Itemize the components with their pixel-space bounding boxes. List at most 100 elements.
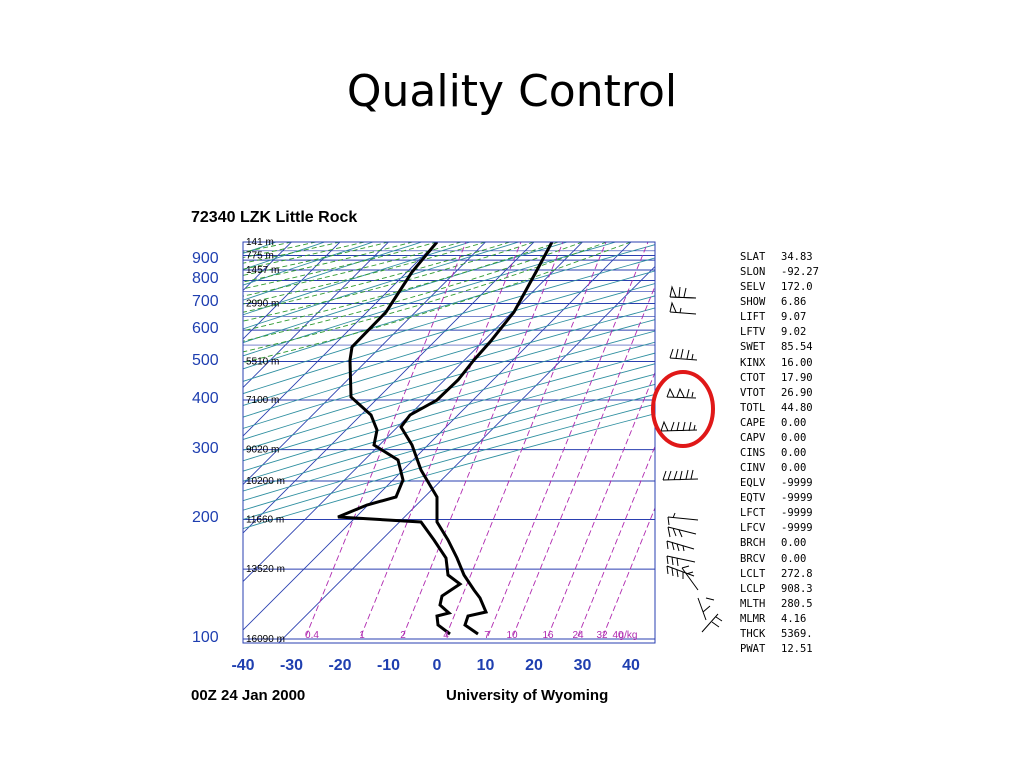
index-row: CAPV 0.00 [740,431,819,446]
dry-adiabat-line [243,270,655,395]
index-key: KINX [740,356,766,369]
index-value: 4.16 [781,612,807,625]
dry-adiabat-lines [243,242,655,530]
mixing-ratio-line [402,242,564,637]
height-label: 11660 m [246,514,284,525]
temperature-label: 20 [525,657,543,674]
index-row: CINS 0.00 [740,446,819,461]
index-value: 85.54 [781,341,813,354]
wind-barb [669,348,698,361]
isotherm-line [243,242,584,583]
dry-adiabat-line [243,242,521,330]
index-value: 0.00 [781,552,807,565]
isotherm-line [243,242,341,340]
mixing-ratio-label: 40 [612,630,624,641]
dry-adiabat-line [243,373,655,492]
index-value: 280.5 [781,597,813,610]
mixing-ratio-line [512,285,655,637]
isotherm-line [0,234,154,648]
index-value: 9.02 [781,326,807,339]
pressure-label: 900 [192,250,219,268]
pressure-label: 400 [192,389,219,407]
dry-adiabat-line [243,413,655,530]
index-key: VTOT [740,386,766,399]
index-row: LFCV -9999 [740,521,819,536]
index-value: 9.07 [781,311,807,324]
sounding-time: 00Z 24 Jan 2000 [191,687,306,704]
wind-barb [667,526,697,538]
wind-barb [660,420,698,432]
index-key: CINV [740,462,766,475]
dry-adiabat-line [243,283,655,406]
index-row: SWET 85.54 [740,340,819,355]
index-key: TOTL [740,401,766,414]
index-value: -9999 [781,507,813,520]
index-row: MLMR 4.16 [740,612,819,627]
index-value: 44.80 [781,401,813,414]
index-row: VTOT 26.90 [740,386,819,401]
index-row: LCLP 908.3 [740,582,819,597]
mixing-ratio-label: 16 [542,630,554,641]
index-value: 0.00 [781,431,807,444]
mixing-ratio-line [577,445,655,637]
sounding-profiles [337,242,554,636]
dry-adiabat-line [243,352,655,472]
index-key: PWAT [740,643,766,656]
index-value: 272.8 [781,567,813,580]
index-key: EQLV [740,477,766,490]
index-value: -92.27 [781,266,819,279]
index-key: LCLP [740,582,766,595]
index-row: BRCV 0.00 [740,552,819,567]
index-key: SELV [740,281,766,294]
index-key: MLTH [740,597,766,610]
dry-adiabat-line [243,363,655,482]
index-row: LFCT -9999 [740,506,819,521]
dry-adiabat-line [243,393,655,511]
index-row: CTOT 17.90 [740,371,819,386]
temperature-label: 40 [622,657,640,674]
dry-adiabat-line [243,330,655,451]
temperature-label: 30 [573,657,592,674]
dry-adiabat-line [243,383,655,502]
slide-title: Quality Control [346,66,678,117]
index-row: LCLT 272.8 [740,567,819,582]
index-row: KINX 16.00 [740,356,819,371]
isotherm-line [243,242,535,534]
plot-frame [242,241,656,644]
index-key: LIFT [740,311,766,324]
index-key: LCLT [740,567,766,580]
temperature-label: -20 [328,657,352,674]
mixing-ratio-label: 32 [596,630,608,641]
isotherm-line [243,242,632,631]
index-value: 908.3 [781,582,813,595]
index-value: -9999 [781,492,813,505]
dry-adiabat-line [243,295,655,418]
height-label: 7100 m [246,395,279,406]
mixing-ratio-label: 10 [506,630,518,641]
index-key: CINS [740,447,766,460]
pressure-label: 600 [192,320,219,338]
isotherm-line [243,242,438,437]
moist-adiabat-lines [243,242,632,364]
dry-adiabat-line [243,341,655,462]
mixing-ratio-line [360,242,522,637]
dry-adiabat-line [243,307,655,429]
index-key: SWET [740,341,766,354]
temperature-label: 10 [476,657,495,674]
moist-adiabat-line [243,242,438,290]
index-value: 0.00 [781,462,807,475]
index-key: BRCV [740,552,766,565]
index-row: LIFT 9.07 [740,310,819,325]
height-label: 141 m [246,237,274,248]
index-value: 34.83 [781,251,813,263]
temperature-label: -10 [376,657,401,674]
pressure-label: 100 [192,629,219,646]
height-label: 9020 m [246,445,279,456]
index-value: 0.00 [781,447,807,460]
dry-adiabat-line [243,242,327,270]
height-label: 5510 m [246,357,279,368]
wind-barb [666,540,695,552]
isotherm-line [0,234,106,648]
index-value: 6.86 [781,296,807,309]
moist-adiabat-line [243,242,389,276]
